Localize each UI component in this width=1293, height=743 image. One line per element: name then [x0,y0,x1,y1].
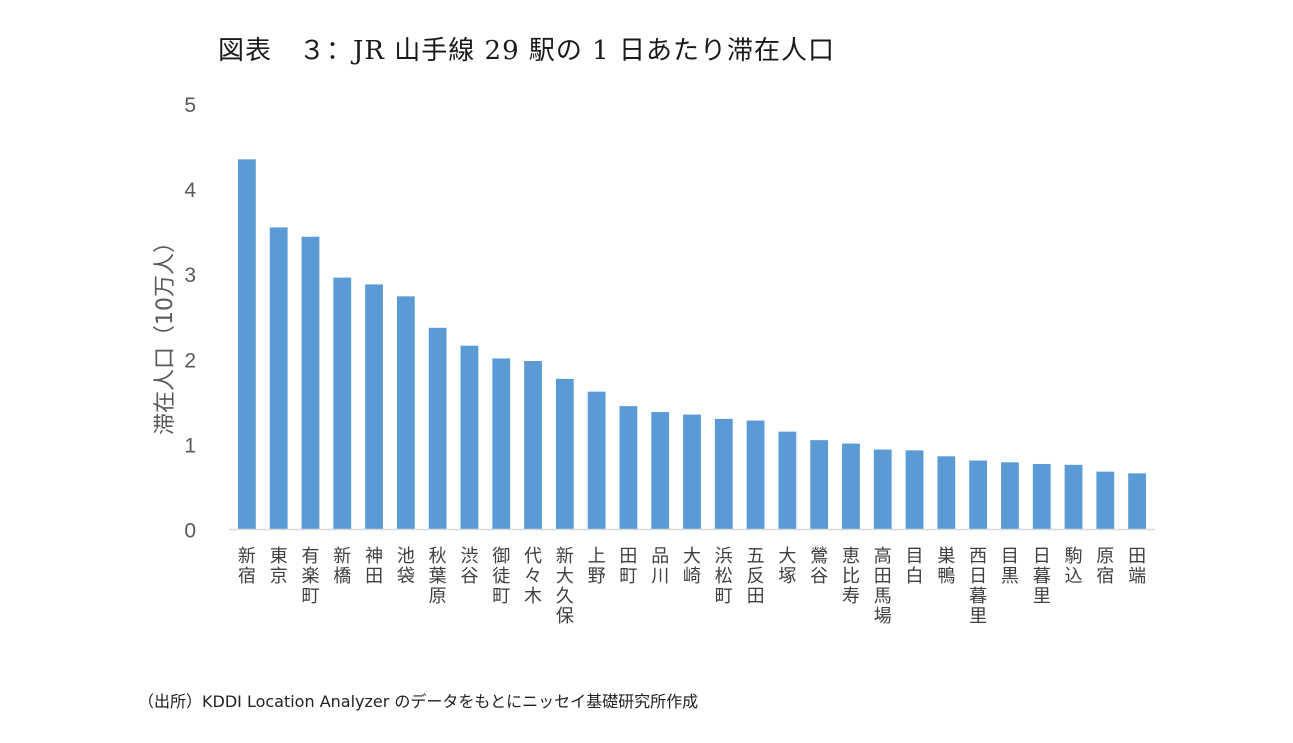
bar-巣鴨 [937,456,956,530]
bar-恵比寿 [842,443,860,530]
x-tick-label: 西日暮里 [969,546,987,627]
bar-chart: 0 1 2 3 4 5 滞在人口（10万人） 新宿東京有楽町新橋神田池袋秋葉原渋谷御徒町代… [153,94,1155,627]
bar-新宿 [237,159,256,530]
x-tick-label: 田町 [619,546,637,587]
y-axis: 0 1 2 3 4 5 [184,94,196,543]
x-tick-label: 目白 [906,546,924,587]
x-tick-label: 原宿 [1096,546,1114,587]
bar-田町 [619,406,638,530]
bar-上野 [587,391,606,530]
bar-有楽町 [301,236,320,530]
x-tick-label: 新宿 [238,546,256,587]
bar-秋葉原 [428,327,447,530]
bar-目白 [905,450,924,530]
y-tick-label: 3 [184,264,196,287]
bar-田端 [1128,473,1146,530]
y-tick-label: 1 [184,434,196,457]
bar-浜松町 [714,418,733,530]
y-axis-label: 滞在人口（10万人） [153,231,178,435]
chart-title: 図表 ３：JR 山手線 29 駅の 1 日あたり滞在人口 [218,36,835,66]
x-tick-label: 東京 [270,546,288,587]
bar-鶯谷 [810,440,829,530]
y-tick-label: 2 [184,349,196,372]
y-tick-label: 5 [184,94,196,117]
x-tick-label: 新大久保 [556,546,574,627]
x-tick-label: 鶯谷 [810,546,828,587]
x-tick-label: 有楽町 [301,546,319,607]
x-tick-label: 田端 [1128,546,1146,587]
x-tick-label: 日暮里 [1033,546,1051,607]
x-tick-label: 秋葉原 [429,546,447,607]
x-tick-label: 神田 [365,546,383,587]
x-tick-labels: 新宿東京有楽町新橋神田池袋秋葉原渋谷御徒町代々木新大久保上野田町品川大崎浜松町五… [238,546,1146,627]
bar-渋谷 [460,345,479,530]
bar-原宿 [1096,471,1115,530]
x-tick-label: 大崎 [683,546,701,587]
bar-大塚 [778,431,797,530]
bar-代々木 [524,361,542,530]
x-tick-label: 五反田 [747,546,765,607]
bar-東京 [269,227,288,530]
x-tick-label: 巣鴨 [937,546,955,587]
bar-神田 [365,284,383,530]
x-tick-label: 上野 [588,546,606,587]
bar-日暮里 [1032,463,1051,530]
bar-高田馬場 [873,449,892,530]
x-tick-label: 品川 [651,546,669,587]
y-tick-label: 0 [184,520,196,543]
bars [237,159,1146,530]
bar-西日暮里 [969,460,988,530]
x-tick-label: 大塚 [778,546,796,587]
x-tick-label: 池袋 [397,546,415,587]
bar-品川 [651,412,670,530]
source-note: （出所）KDDI Location Analyzer のデータをもとにニッセイ基… [138,692,699,711]
bar-大崎 [683,414,701,530]
bar-御徒町 [492,358,511,530]
bar-池袋 [396,296,415,530]
y-tick-label: 4 [184,179,196,202]
x-tick-label: 渋谷 [460,546,478,587]
bar-駒込 [1064,464,1083,530]
x-tick-label: 新橋 [333,546,351,587]
bar-目黒 [1001,462,1019,530]
bar-新大久保 [555,378,574,530]
x-tick-label: 目黒 [1001,546,1019,587]
x-tick-label: 駒込 [1065,546,1083,587]
bar-新橋 [333,277,352,530]
x-tick-label: 恵比寿 [842,546,860,607]
x-tick-label: 高田馬場 [874,546,892,627]
x-tick-label: 浜松町 [715,546,733,607]
x-tick-label: 代々木 [524,546,542,607]
x-tick-label: 御徒町 [492,546,510,607]
bar-五反田 [746,420,765,530]
